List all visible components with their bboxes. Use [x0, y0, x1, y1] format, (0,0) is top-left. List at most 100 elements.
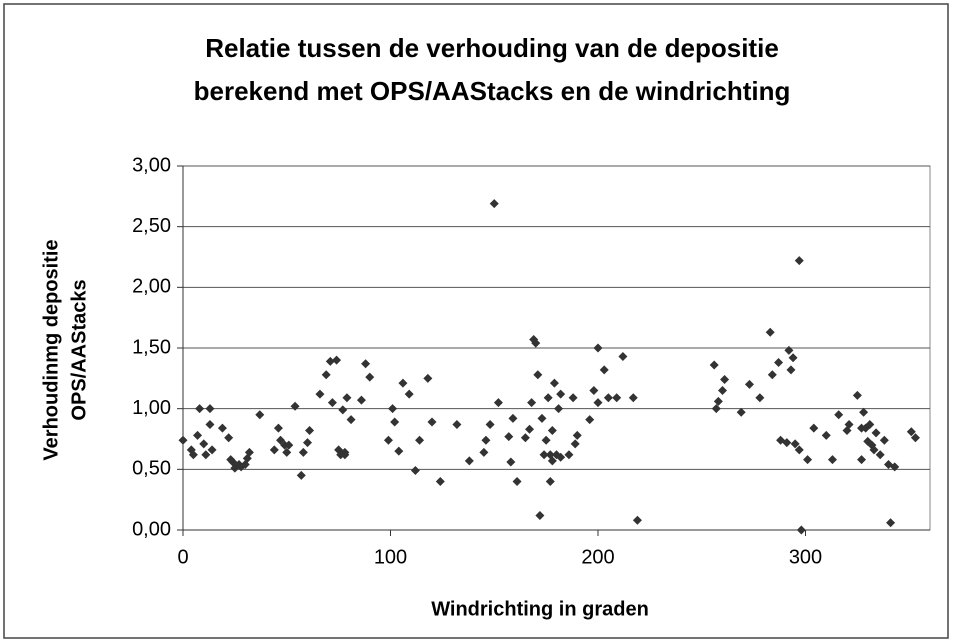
y-tick-label: 0,50	[132, 458, 171, 480]
chart-title: berekend met OPS/AAStacks en de windrich…	[194, 76, 791, 106]
point	[709, 360, 719, 370]
point	[508, 413, 518, 423]
point	[547, 426, 557, 436]
point	[342, 393, 352, 403]
point	[879, 435, 889, 445]
point	[361, 359, 371, 369]
point	[394, 446, 404, 456]
point	[388, 404, 398, 414]
point	[435, 476, 445, 486]
point	[713, 396, 723, 406]
point	[244, 447, 254, 457]
point	[736, 407, 746, 417]
point	[910, 433, 920, 443]
point	[875, 450, 885, 460]
point	[632, 515, 642, 525]
point	[744, 379, 754, 389]
point	[205, 419, 215, 429]
point	[276, 435, 286, 445]
point	[340, 450, 350, 460]
point	[767, 370, 777, 380]
point	[568, 393, 578, 403]
point	[593, 343, 603, 353]
point	[541, 435, 551, 445]
x-axis-label: Windrichting in graden	[431, 598, 649, 620]
point	[205, 404, 215, 414]
y-tick-label: 1,50	[132, 336, 171, 358]
point	[803, 455, 813, 465]
point	[821, 430, 831, 440]
point	[543, 393, 553, 403]
point	[481, 435, 491, 445]
point	[199, 439, 209, 449]
point	[315, 389, 325, 399]
point	[556, 389, 566, 399]
point	[383, 435, 393, 445]
point	[589, 385, 599, 395]
point	[423, 373, 433, 383]
point	[549, 378, 559, 388]
point	[305, 426, 315, 436]
x-tick-label: 100	[374, 546, 407, 568]
point	[869, 445, 879, 455]
point	[533, 370, 543, 380]
point	[531, 338, 541, 348]
point	[718, 385, 727, 395]
y-axis-label: Verhoudinmg depositie	[40, 239, 62, 460]
point	[321, 370, 331, 380]
point	[857, 455, 867, 465]
point	[464, 456, 474, 466]
point	[415, 435, 425, 445]
point	[525, 424, 535, 434]
point	[547, 456, 557, 466]
point	[537, 413, 547, 423]
point	[809, 423, 819, 433]
point	[774, 358, 784, 368]
point	[871, 428, 881, 438]
point	[493, 398, 503, 408]
point	[852, 390, 862, 400]
y-tick-label: 3,00	[132, 154, 171, 176]
point	[188, 450, 198, 460]
point	[788, 353, 798, 363]
point	[217, 423, 227, 433]
y-tick-label: 2,50	[132, 215, 171, 237]
point	[298, 447, 308, 457]
y-tick-label: 0,00	[132, 518, 171, 540]
point	[296, 470, 306, 480]
point	[859, 407, 869, 417]
point	[545, 476, 555, 486]
x-tick-label: 300	[789, 546, 822, 568]
point	[834, 410, 844, 420]
point	[527, 398, 537, 408]
point	[404, 389, 414, 399]
point	[338, 405, 348, 415]
point	[782, 438, 792, 448]
point	[520, 433, 530, 443]
point	[485, 419, 495, 429]
point	[506, 457, 516, 467]
point	[273, 423, 283, 433]
point	[556, 452, 566, 462]
point	[906, 427, 916, 437]
point	[618, 351, 628, 361]
point	[325, 356, 335, 366]
point	[303, 438, 312, 448]
point	[398, 378, 408, 388]
point	[599, 365, 609, 375]
point	[865, 419, 875, 429]
point	[178, 435, 188, 445]
point	[827, 455, 837, 465]
point	[452, 419, 462, 429]
point	[356, 395, 366, 405]
point	[512, 476, 522, 486]
point	[207, 445, 217, 455]
point	[564, 450, 574, 460]
point	[603, 393, 613, 403]
point	[269, 445, 279, 455]
point	[535, 510, 545, 520]
point	[794, 445, 804, 455]
point	[504, 432, 514, 442]
x-tick-label: 200	[581, 546, 614, 568]
